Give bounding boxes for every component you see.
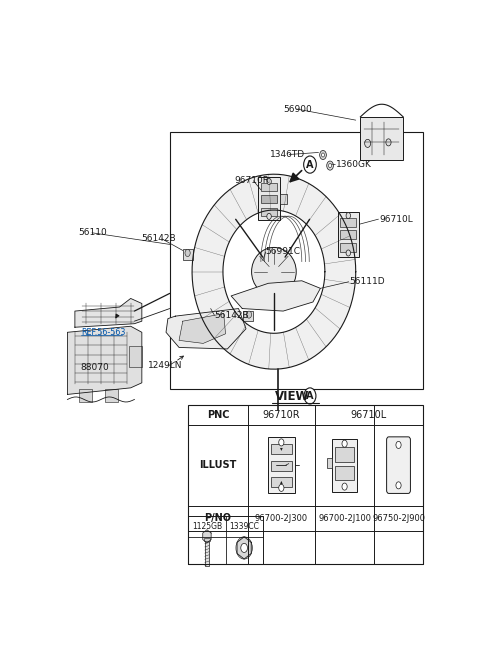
- Bar: [261, 207, 277, 216]
- Text: 96710R: 96710R: [234, 176, 269, 185]
- Polygon shape: [75, 298, 142, 327]
- Bar: [340, 218, 357, 227]
- Text: 56900: 56900: [283, 104, 312, 113]
- Circle shape: [241, 543, 248, 552]
- Circle shape: [267, 178, 271, 184]
- Bar: [170, 132, 423, 390]
- Text: 96710R: 96710R: [263, 409, 300, 420]
- Text: 56110: 56110: [78, 228, 107, 237]
- Text: PNC: PNC: [207, 409, 229, 420]
- Bar: [243, 311, 252, 321]
- Bar: [204, 541, 209, 565]
- Text: P/NO: P/NO: [204, 513, 231, 523]
- Bar: [188, 405, 423, 564]
- Text: 96700-2J100: 96700-2J100: [318, 514, 371, 523]
- Bar: [337, 212, 359, 257]
- Circle shape: [346, 250, 350, 256]
- Text: ILLUST: ILLUST: [199, 460, 237, 470]
- Bar: [271, 444, 292, 454]
- Text: 96710L: 96710L: [379, 215, 413, 224]
- Bar: [271, 478, 292, 487]
- Bar: [204, 538, 210, 541]
- Circle shape: [396, 441, 401, 449]
- Bar: [261, 183, 277, 192]
- Text: 1346TD: 1346TD: [270, 150, 305, 159]
- Circle shape: [304, 388, 316, 404]
- Text: 1360GK: 1360GK: [336, 160, 372, 169]
- Circle shape: [320, 150, 326, 159]
- Polygon shape: [192, 174, 356, 369]
- Bar: [327, 458, 332, 468]
- Bar: [183, 249, 193, 260]
- Text: 1339CC: 1339CC: [229, 522, 259, 531]
- Text: 96710L: 96710L: [350, 409, 387, 420]
- Text: REF.56-563: REF.56-563: [81, 328, 126, 337]
- Text: 1249LN: 1249LN: [148, 361, 182, 370]
- Circle shape: [386, 139, 391, 146]
- Circle shape: [329, 163, 332, 168]
- Text: 56111D: 56111D: [349, 277, 385, 286]
- Text: 56142B: 56142B: [141, 234, 176, 243]
- Text: A: A: [306, 159, 314, 170]
- Bar: [360, 117, 403, 160]
- Polygon shape: [166, 308, 246, 349]
- Text: 88070: 88070: [81, 363, 109, 372]
- Text: 96750-2J900: 96750-2J900: [372, 514, 425, 523]
- Polygon shape: [67, 326, 142, 394]
- Circle shape: [267, 213, 271, 219]
- Text: A: A: [306, 391, 314, 401]
- Polygon shape: [179, 314, 226, 343]
- Polygon shape: [231, 281, 321, 311]
- Bar: [271, 461, 292, 471]
- Bar: [280, 194, 287, 204]
- Circle shape: [185, 249, 190, 256]
- Circle shape: [246, 311, 252, 318]
- Text: 56142B: 56142B: [215, 311, 250, 319]
- Circle shape: [365, 139, 371, 148]
- Bar: [332, 439, 357, 491]
- Circle shape: [346, 213, 350, 218]
- Bar: [261, 195, 277, 203]
- Ellipse shape: [252, 247, 296, 296]
- Circle shape: [396, 482, 401, 489]
- Polygon shape: [203, 530, 211, 543]
- Text: ▾: ▾: [280, 446, 283, 451]
- Circle shape: [304, 156, 316, 173]
- Bar: [258, 178, 280, 220]
- Circle shape: [342, 483, 347, 490]
- FancyBboxPatch shape: [386, 437, 410, 493]
- Polygon shape: [237, 537, 251, 559]
- Circle shape: [279, 484, 284, 491]
- Circle shape: [327, 161, 334, 170]
- Bar: [340, 230, 357, 239]
- Bar: [188, 516, 263, 564]
- Circle shape: [342, 440, 347, 447]
- Bar: [129, 346, 142, 367]
- Text: ▴: ▴: [280, 480, 283, 484]
- Bar: [105, 390, 118, 402]
- Bar: [335, 466, 354, 480]
- Bar: [335, 447, 354, 462]
- Bar: [79, 390, 92, 402]
- Circle shape: [322, 153, 324, 157]
- Bar: [268, 438, 295, 493]
- Text: VIEW: VIEW: [275, 390, 310, 403]
- Bar: [340, 243, 357, 252]
- Text: 1125GB: 1125GB: [192, 522, 222, 531]
- Circle shape: [279, 439, 284, 446]
- Text: 96700-2J300: 96700-2J300: [255, 514, 308, 523]
- Text: 56991C: 56991C: [266, 247, 300, 256]
